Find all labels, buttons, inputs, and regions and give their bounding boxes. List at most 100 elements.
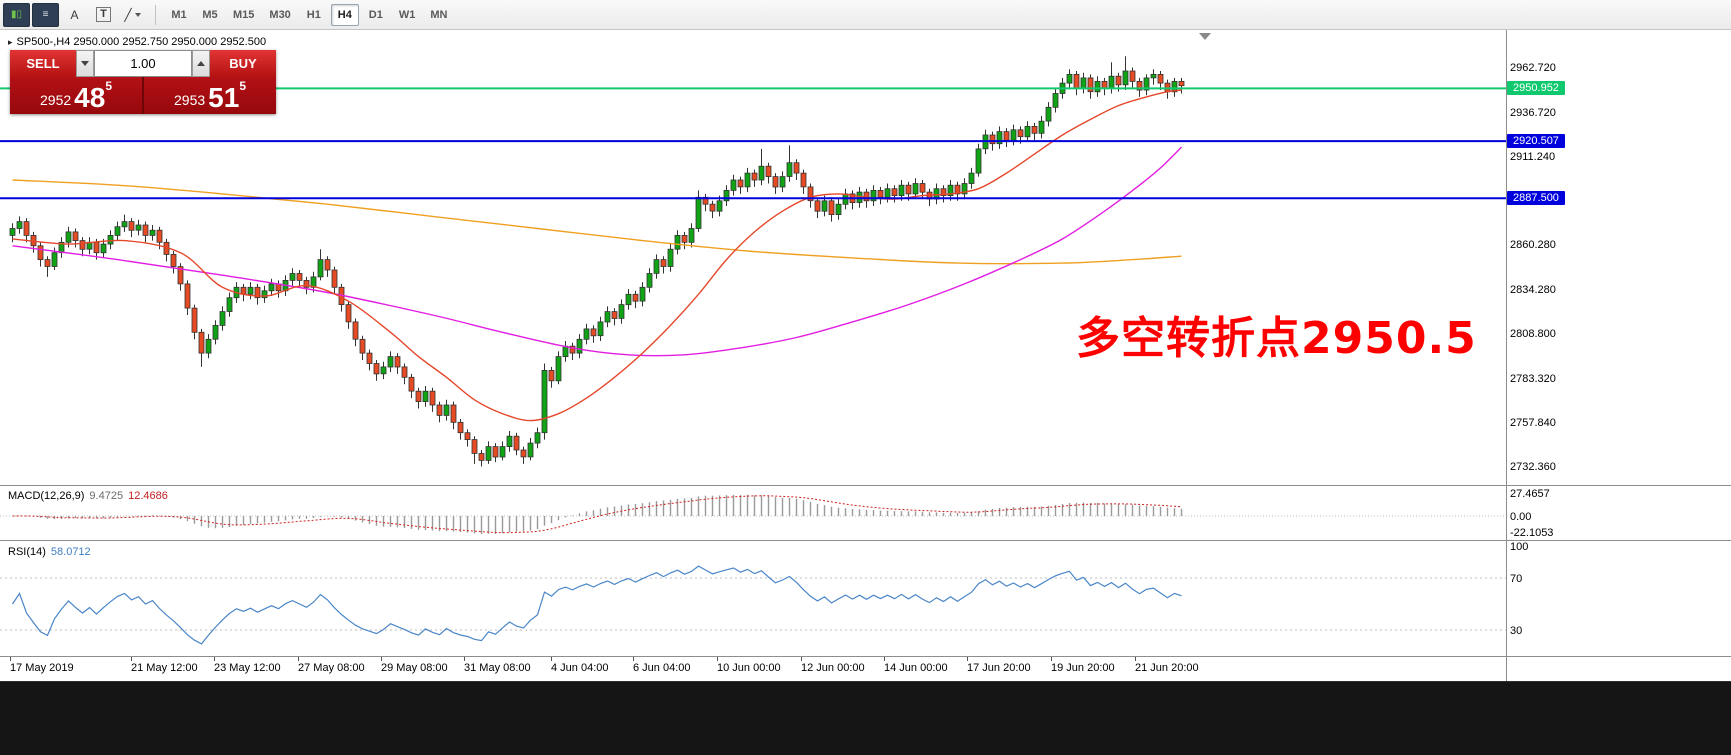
window-marker-icon[interactable]: ▸ (8, 37, 13, 47)
rsi-label: RSI(14) 58.0712 (8, 546, 91, 558)
rsi-axis-label: 100 (1510, 541, 1529, 553)
caret-up-icon (197, 61, 205, 66)
draw-tools-icon[interactable]: ╱ (119, 3, 146, 27)
macd-axis-label: 27.4657 (1510, 488, 1550, 500)
time-tick (967, 657, 968, 661)
time-tick (1051, 657, 1052, 661)
time-tick (801, 657, 802, 661)
tf-button-w1[interactable]: W1 (398, 8, 416, 21)
volume-down-button[interactable] (76, 50, 94, 77)
main-chart-canvas[interactable] (0, 30, 1506, 485)
indicators-glyph: ≡ (42, 9, 49, 20)
tf-button-m30[interactable]: M30 (269, 8, 291, 21)
bid-price-sup: 5 (105, 79, 112, 93)
time-tick (717, 657, 718, 661)
price-axis-label: 2834.280 (1510, 284, 1556, 296)
price-line-tag: 2920.507 (1507, 134, 1565, 148)
time-axis-label: 10 Jun 00:00 (717, 662, 781, 674)
time-tick (381, 657, 382, 661)
time-axis-label: 14 Jun 00:00 (884, 662, 948, 674)
panel-separator (0, 656, 1731, 657)
template-tool-icon[interactable]: T (90, 3, 117, 27)
time-tick (633, 657, 634, 661)
rsi-canvas[interactable] (0, 541, 1506, 656)
tf-button-mn[interactable]: MN (430, 8, 448, 21)
macd-axis-label: -22.1053 (1510, 527, 1554, 539)
chart-type-icon[interactable]: ▮▯ (3, 2, 30, 27)
price-axis-label: 2962.720 (1510, 62, 1556, 74)
chart-shift-marker[interactable] (1199, 33, 1211, 40)
price-line-tag: 2887.500 (1507, 191, 1565, 205)
tf-button-h1[interactable]: H1 (306, 8, 321, 21)
volume-up-button[interactable] (192, 50, 210, 77)
ask-price[interactable]: 2953 51 5 (144, 77, 276, 114)
price-axis-label: 2860.280 (1510, 239, 1556, 251)
time-tick (1135, 657, 1136, 661)
time-axis-label: 4 Jun 04:00 (551, 662, 609, 674)
tf-button-h4[interactable]: H4 (330, 3, 359, 26)
bid-price-big: 48 (74, 81, 106, 113)
one-click-trading-panel: SELL BUY 2952 48 5 2953 51 5 (10, 50, 276, 114)
price-divider (142, 77, 144, 114)
ask-price-small: 2953 (174, 92, 206, 108)
bid-price[interactable]: 2952 48 5 (10, 77, 142, 114)
rsi-axis-label: 30 (1510, 625, 1523, 637)
rsi-name: RSI(14) (8, 546, 46, 558)
time-axis-label: 19 Jun 20:00 (1051, 662, 1115, 674)
time-axis-label: 23 May 12:00 (214, 662, 281, 674)
ma-red[interactable] (12, 89, 1182, 422)
rsi-axis-label: 70 (1510, 573, 1523, 585)
caret-down-icon (134, 12, 141, 17)
draw-tools-glyph: ╱ (124, 7, 132, 22)
tf-button-d1[interactable]: D1 (368, 8, 383, 21)
time-tick (298, 657, 299, 661)
ask-price-sup: 5 (239, 79, 246, 93)
price-axis-label: 2808.800 (1510, 328, 1556, 340)
chart-type-glyph: ▮▯ (10, 9, 22, 20)
price-axis-label: 2732.360 (1510, 461, 1556, 473)
toolbar: ▮▯ ≡ A T ╱ M1 M5 M15 M30 H1 H4 D1 W1 MN (0, 0, 1731, 30)
macd-axis-label: 0.00 (1510, 511, 1532, 523)
time-axis-label: 21 Jun 20:00 (1135, 662, 1199, 674)
chart-title: ▸ SP500-,H4 2950.000 2952.750 2950.000 29… (8, 36, 266, 48)
ma-magenta[interactable] (12, 146, 1182, 357)
rsi-value: 58.0712 (50, 546, 91, 558)
price-axis-line[interactable] (1506, 30, 1507, 681)
taskbar (0, 681, 1731, 755)
text-tool-glyph: A (70, 7, 79, 22)
template-tool-glyph: T (96, 7, 111, 22)
ma-orange[interactable] (12, 179, 1182, 265)
tf-button-m1[interactable]: M1 (171, 8, 187, 21)
bid-price-small: 2952 (40, 92, 72, 108)
price-axis-label: 2783.320 (1510, 373, 1556, 385)
time-tick (551, 657, 552, 661)
time-axis-label: 29 May 08:00 (381, 662, 448, 674)
indicators-icon[interactable]: ≡ (32, 2, 59, 27)
text-tool-icon[interactable]: A (61, 3, 88, 27)
time-axis[interactable]: 17 May 2019 21 May 12:00 23 May 12:00 27 Ma… (0, 657, 1731, 681)
time-tick (884, 657, 885, 661)
time-axis-label: 31 May 08:00 (464, 662, 531, 674)
price-axis-label: 2936.720 (1510, 107, 1556, 119)
time-axis-label: 17 Jun 20:00 (967, 662, 1031, 674)
time-axis-label: 21 May 12:00 (131, 662, 198, 674)
price-axis-label: 2757.840 (1510, 417, 1556, 429)
tf-button-m15[interactable]: M15 (233, 8, 255, 21)
time-axis-label: 12 Jun 00:00 (801, 662, 865, 674)
macd-value: 9.4725 (89, 490, 124, 502)
time-tick (131, 657, 132, 661)
tf-button-m5[interactable]: M5 (202, 8, 218, 21)
macd-canvas[interactable] (0, 486, 1506, 540)
chart-ohlc-text: SP500-,H4 2950.000 2952.750 2950.000 295… (16, 36, 267, 48)
price-line-tag: 2950.952 (1507, 81, 1565, 95)
macd-label: MACD(12,26,9) 9.4725 12.4686 (8, 490, 168, 502)
volume-input[interactable] (94, 50, 192, 77)
sell-button[interactable]: SELL (10, 50, 76, 77)
buy-button[interactable]: BUY (210, 50, 276, 77)
panel-separator[interactable] (0, 485, 1731, 486)
caret-down-icon (81, 61, 89, 66)
ask-price-big: 51 (208, 81, 240, 113)
panel-separator[interactable] (0, 540, 1731, 541)
toolbar-separator (155, 4, 156, 25)
time-tick (464, 657, 465, 661)
